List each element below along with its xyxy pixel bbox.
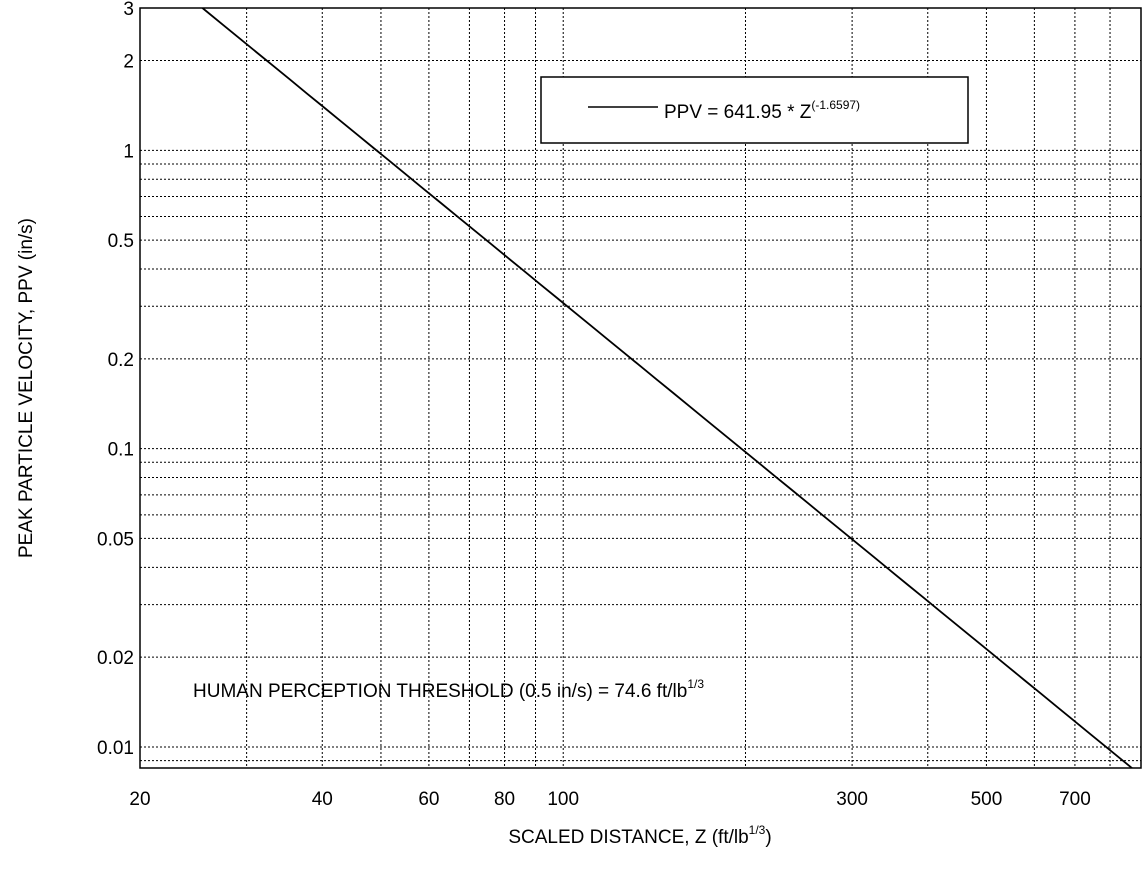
y-tick-label: 0.05: [97, 529, 134, 550]
y-tick-label: 0.2: [108, 350, 134, 371]
legend-label: PPV = 641.95 * Z(-1.6597): [664, 98, 860, 123]
x-axis-title-sup: 1/3: [749, 823, 766, 837]
threshold-annotation: HUMAN PERCEPTION THRESHOLD (0.5 in/s) = …: [193, 677, 704, 702]
x-tick-label: 500: [971, 789, 1003, 810]
x-tick-labels: 20 40 60 80 100 300 500 700: [129, 789, 1090, 810]
x-axis-title-main: SCALED DISTANCE, Z (ft/lb: [508, 827, 748, 848]
x-tick-label: 60: [418, 789, 439, 810]
y-tick-label: 2: [123, 52, 134, 73]
plot-frame: [139, 7, 1142, 769]
y-tick-label: 0.02: [97, 648, 134, 669]
x-axis-title: SCALED DISTANCE, Z (ft/lb1/3): [508, 823, 771, 848]
x-tick-label: 100: [547, 789, 579, 810]
y-axis-title: PEAK PARTICLE VELOCITY, PPV (in/s): [16, 218, 37, 558]
x-tick-label: 40: [312, 789, 333, 810]
x-tick-label: 80: [494, 789, 515, 810]
y-tick-label: 0.1: [108, 440, 134, 461]
x-tick-label: 300: [836, 789, 868, 810]
legend-box: [540, 76, 969, 144]
x-tick-label: 20: [129, 789, 150, 810]
x-axis-title-tail: ): [765, 827, 771, 848]
y-tick-labels: 3 2 1 0.5 0.2 0.1 0.05 0.02 0.01: [97, 0, 134, 759]
y-tick-label: 0.01: [97, 738, 134, 759]
series-layer: [201, 8, 1134, 768]
grid-lines: [140, 8, 1141, 768]
x-tick-label: 700: [1059, 789, 1091, 810]
threshold-annotation-main: HUMAN PERCEPTION THRESHOLD (0.5 in/s) = …: [193, 681, 687, 702]
y-tick-label: 0.5: [108, 231, 134, 252]
series-line-ppv: [201, 8, 1134, 768]
y-tick-label: 1: [123, 141, 134, 162]
threshold-annotation-sup: 1/3: [687, 677, 704, 691]
legend-label-sup: (-1.6597): [811, 98, 860, 112]
legend: PPV = 641.95 * Z(-1.6597): [540, 76, 969, 144]
y-tick-label: 3: [123, 0, 134, 20]
legend-label-main: PPV = 641.95 * Z: [664, 102, 812, 123]
